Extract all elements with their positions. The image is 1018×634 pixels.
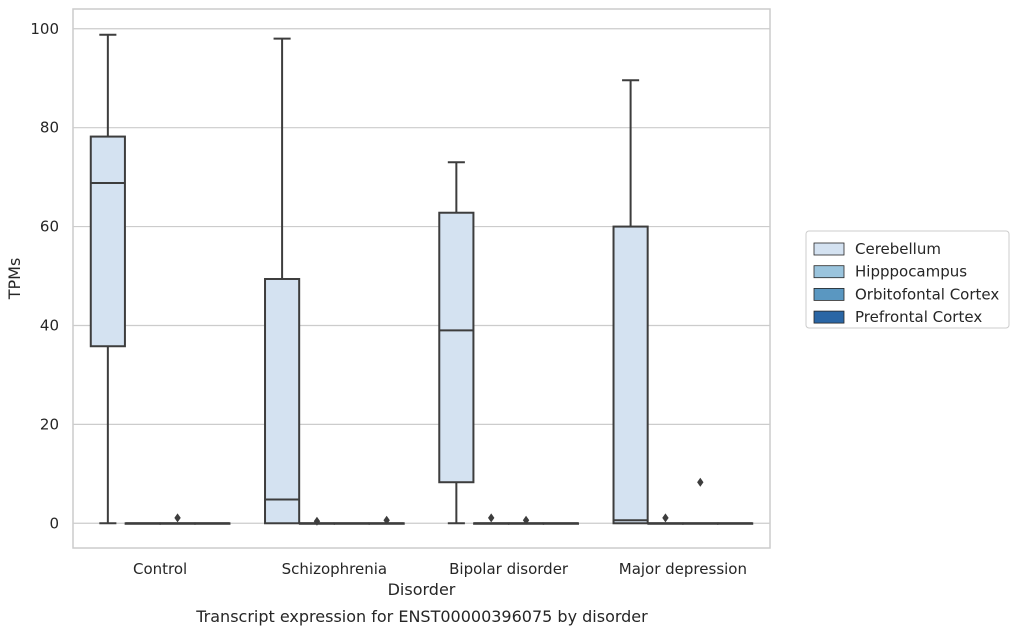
box-hipppocampus: [124, 522, 161, 525]
outlier-point: [313, 516, 321, 526]
box-prefrontal-cortex: [194, 522, 231, 525]
box-cerebellum: [612, 79, 649, 525]
y-axis-ticks: 0 20 40 60 80 100: [30, 20, 59, 532]
x-tick-label: Bipolar disorder: [449, 560, 569, 578]
box-prefrontal-cortex: [717, 522, 754, 525]
box-body: [612, 225, 649, 525]
x-axis-label: Disorder: [388, 580, 456, 599]
y-tick-label: 0: [49, 514, 59, 532]
box-hipppocampus: [647, 513, 684, 525]
legend-swatch: [813, 265, 845, 279]
x-tick-label: Major depression: [619, 560, 747, 578]
box-body: [89, 135, 126, 348]
box-body: [438, 211, 475, 484]
box-body: [264, 277, 301, 525]
box-prefrontal-cortex: [542, 522, 579, 525]
x-axis-ticks: Control Schizophrenia Bipolar disorder Majo…: [133, 560, 747, 578]
legend-label: Orbitofontal Cortex: [855, 285, 999, 303]
outlier-point: [174, 513, 181, 523]
legend-swatch: [813, 287, 845, 301]
legend-label: Prefrontal Cortex: [855, 308, 982, 326]
y-tick-label: 100: [30, 20, 59, 38]
box-cerebellum: [438, 161, 475, 525]
box-hipppocampus: [298, 516, 336, 526]
box-prefrontal-cortex: [368, 515, 405, 525]
outlier-point: [383, 515, 390, 525]
legend-frame: [805, 230, 1010, 329]
outlier-point: [522, 515, 530, 525]
y-axis-label: TPMs: [5, 258, 24, 301]
outlier-point: [697, 477, 704, 487]
outlier-point: [488, 513, 495, 523]
chart-caption: Transcript expression for ENST0000039607…: [195, 607, 648, 626]
box-cerebellum: [89, 33, 126, 525]
box-orbitofontal-cortex: [159, 513, 196, 525]
legend-label: Hipppocampus: [855, 263, 967, 281]
y-tick-label: 60: [40, 218, 59, 236]
legend-label: Cerebellum: [855, 240, 941, 258]
box-hipppocampus: [473, 513, 510, 525]
box-cerebellum: [264, 37, 301, 525]
y-tick-label: 20: [40, 415, 59, 433]
legend-swatch: [813, 242, 845, 256]
plot-area-frame: [72, 8, 771, 549]
box-orbitofontal-cortex: [333, 522, 370, 525]
x-tick-label: Schizophrenia: [282, 560, 387, 578]
y-tick-label: 40: [40, 316, 59, 334]
legend-swatch: [813, 310, 845, 324]
box-orbitofontal-cortex: [507, 515, 545, 525]
box-plot-marks: [89, 33, 754, 526]
gridlines: [73, 28, 770, 524]
box-orbitofontal-cortex: [682, 477, 719, 525]
outlier-point: [662, 513, 669, 523]
legend: Cerebellum Hipppocampus Orbitofontal Corte…: [805, 230, 1010, 329]
x-tick-label: Control: [133, 560, 187, 578]
y-tick-label: 80: [40, 119, 59, 137]
